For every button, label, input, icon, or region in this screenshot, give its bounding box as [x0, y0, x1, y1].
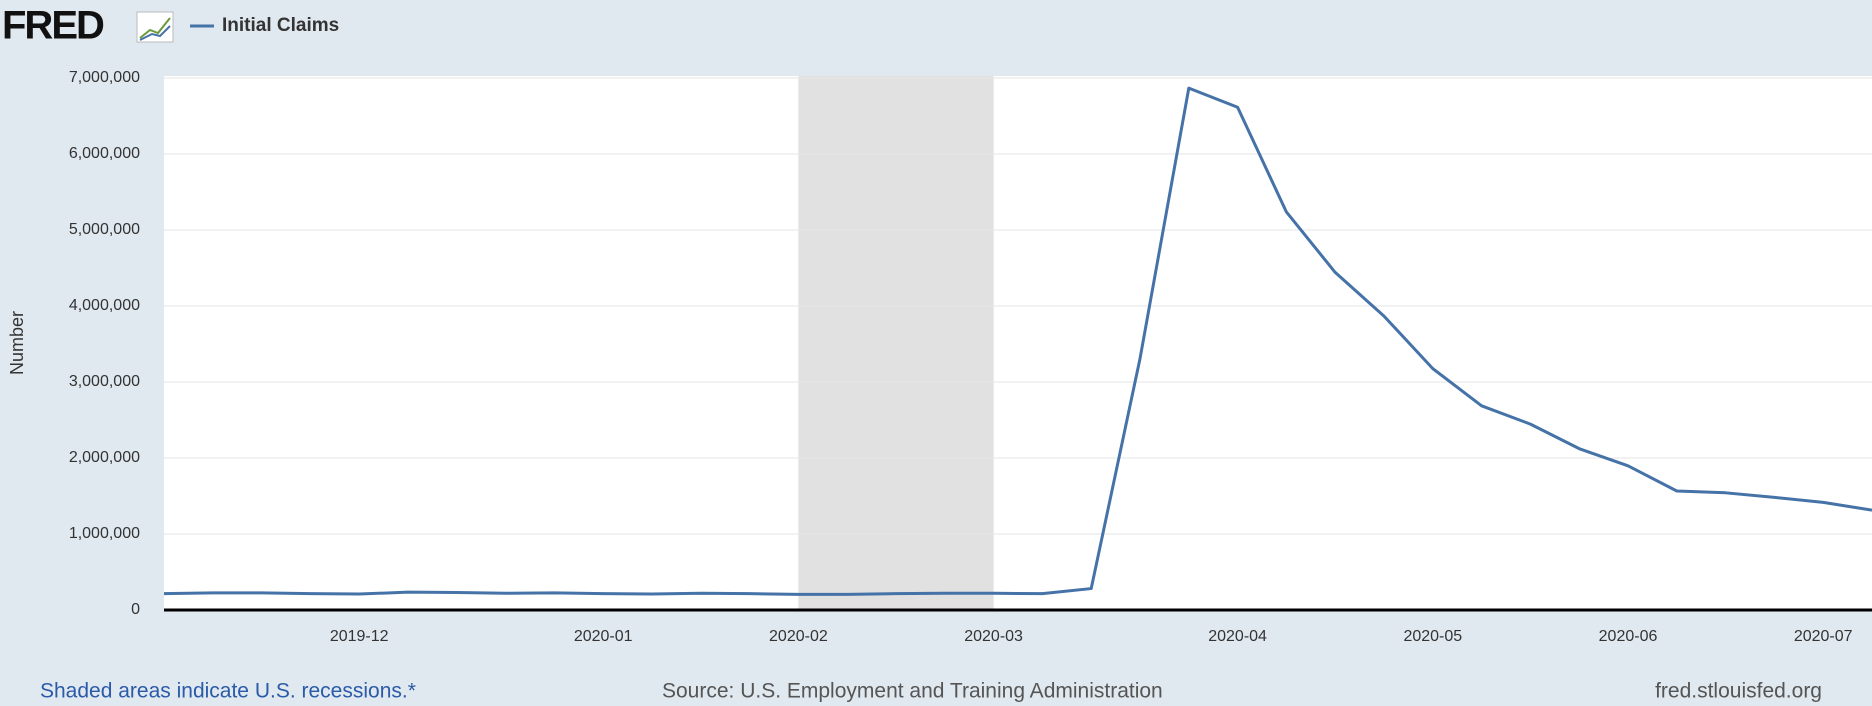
y-tick-label: 1,000,000	[69, 525, 140, 542]
logo-icon	[136, 11, 174, 43]
x-tick-label: 2020-02	[769, 628, 828, 645]
site: fred.stlouisfed.org	[1655, 680, 1822, 703]
recession-band	[798, 76, 994, 610]
line-series	[163, 86, 1872, 596]
y-tick-label: 7,000,000	[69, 69, 140, 86]
x-tick-label: 2020-04	[1208, 628, 1267, 645]
y-tick-label: 3,000,000	[69, 373, 140, 390]
x-tick-label: 2020-03	[964, 628, 1023, 645]
source: Source: U.S. Employment and Training Adm…	[662, 680, 1163, 703]
y-tick-label: 6,000,000	[69, 145, 140, 162]
y-tick-label: 4,000,000	[69, 297, 140, 314]
x-tick-label: 2020-01	[574, 628, 633, 645]
logo: FRED	[2, 4, 104, 48]
x-tick-label: 2019-12	[330, 628, 389, 645]
x-tick-label: 2020-07	[1794, 628, 1853, 645]
x-tick-label: 2020-05	[1403, 628, 1462, 645]
plot-area	[164, 76, 1872, 610]
y-tick-label: 0	[131, 601, 140, 618]
y-axis-label: Number	[7, 311, 27, 375]
y-tick-label: 5,000,000	[69, 221, 140, 238]
legend-label: Initial Claims	[222, 15, 339, 36]
x-tick-label: 2020-06	[1599, 628, 1658, 645]
recession-note[interactable]: Shaded areas indicate U.S. recessions.*	[40, 680, 416, 703]
y-tick-label: 2,000,000	[69, 449, 140, 466]
